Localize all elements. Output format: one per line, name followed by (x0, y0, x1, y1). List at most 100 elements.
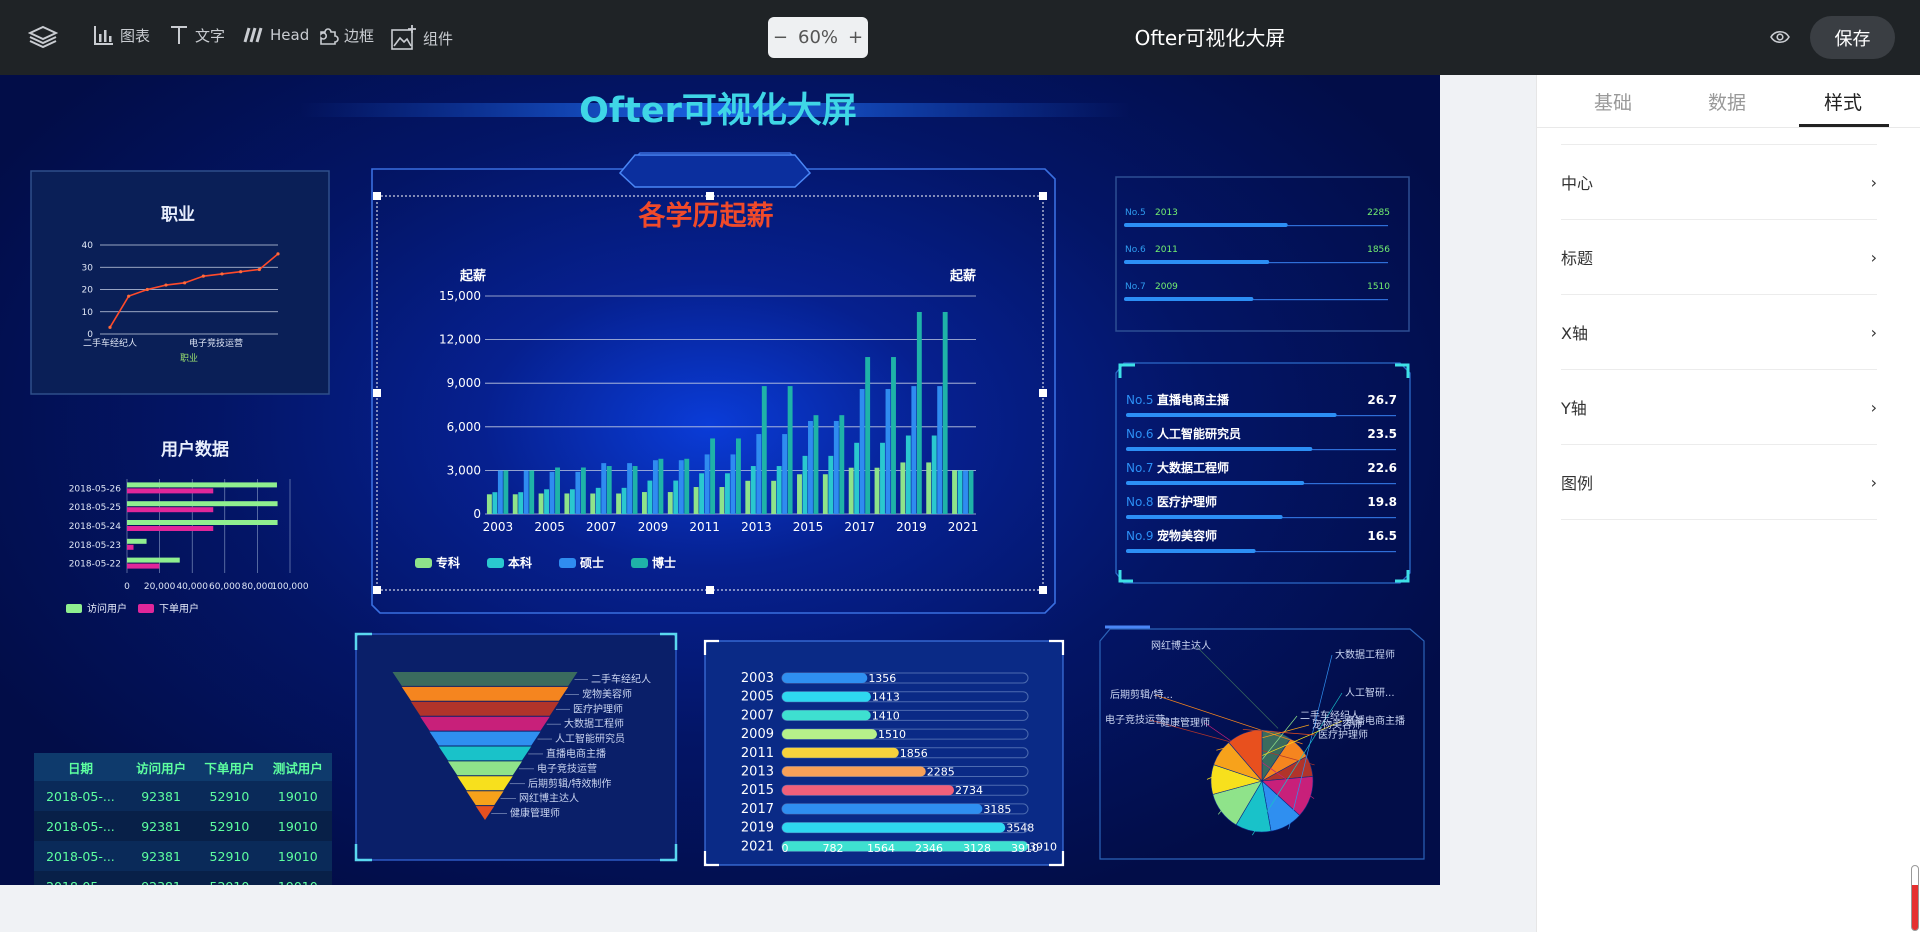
salary-hbar-chart: 2003 1356 2005 1413 2007 1410 2009 1510 2011 1856… (741, 671, 1057, 855)
bar (905, 435, 911, 514)
bar (735, 438, 741, 514)
data-label: 1856 (900, 747, 928, 760)
table-cell: 2018-05-... (34, 811, 127, 841)
x-tick-label: 1564 (867, 842, 895, 855)
data-label: 3548 (1006, 822, 1034, 835)
rank-number: No.6 (1125, 245, 1146, 255)
pie-leader-line (1154, 694, 1303, 745)
rank-track (1126, 551, 1396, 553)
x-tick-label: 0 (124, 582, 130, 592)
head-icon (243, 27, 263, 43)
rank-value: 1856 (1367, 245, 1390, 255)
y-tick-label: 9,000 (447, 376, 481, 390)
bar (813, 415, 819, 514)
data-point (276, 252, 280, 256)
data-label: 3185 (983, 803, 1011, 816)
bar (621, 487, 627, 514)
save-button[interactable]: 保存 (1810, 16, 1895, 59)
head-tool[interactable]: Head (243, 24, 309, 46)
funnel-label: 大数据工程师 (564, 717, 624, 730)
data-point (164, 283, 168, 287)
pie-label: 宠物美容师 (1312, 718, 1362, 731)
user-table-header: 日期 访问用户 下单用户 测试用户 (34, 753, 332, 781)
layers-icon[interactable] (28, 25, 63, 49)
tab-data[interactable]: 数据 (1707, 92, 1746, 114)
preview-eye-icon[interactable] (1770, 29, 1790, 49)
data-label: 1356 (868, 672, 896, 685)
text-tool-label: 文字 (195, 26, 226, 45)
rank-year: 2009 (1155, 282, 1178, 292)
rank-name: 大数据工程师 (1157, 460, 1229, 475)
data-label: 2285 (927, 766, 955, 779)
style-item-center[interactable]: 中心 › (1561, 145, 1877, 220)
funnel-segment (457, 776, 513, 791)
selection-handles[interactable] (373, 192, 1047, 594)
border-tool[interactable]: 边框 (317, 24, 374, 46)
zoom-in-button[interactable]: + (848, 27, 864, 48)
legend-swatch (559, 558, 576, 568)
y-tick-label: 0 (473, 507, 481, 521)
bar (854, 442, 860, 514)
funnel-segment (429, 731, 541, 746)
zoom-out-button[interactable]: − (772, 27, 788, 48)
x-tick-label: 60,000 (209, 582, 241, 592)
rank-value: 22.6 (1367, 461, 1397, 475)
funnel-segment (438, 746, 532, 761)
bar (859, 389, 865, 514)
funnel-label: 后期剪辑/特效制作 (528, 777, 611, 790)
table-header-cell: 下单用户 (195, 753, 264, 781)
zoom-value: 60% (798, 27, 839, 48)
table-cell: 19010 (263, 841, 332, 871)
table-cell: 52910 (195, 811, 264, 841)
tab-basic[interactable]: 基础 (1593, 92, 1632, 114)
funnel-segment (401, 686, 569, 701)
bar (885, 389, 891, 514)
tab-style[interactable]: 样式 (1823, 92, 1862, 114)
style-item-xaxis[interactable]: X轴 › (1561, 295, 1877, 370)
bar (776, 466, 782, 514)
bar (771, 480, 777, 514)
bar (745, 480, 751, 514)
component-tool[interactable]: 组件 (390, 24, 453, 52)
screen-title: Ofter可视化大屏 (579, 91, 857, 131)
bar (667, 492, 673, 514)
x-tick-label: 20,000 (144, 582, 176, 592)
style-item-legend[interactable]: 图例 › (1561, 445, 1877, 520)
scrollbar[interactable] (1911, 865, 1919, 931)
bar (782, 691, 871, 702)
table-cell: 92381 (126, 781, 196, 811)
x-axis-label: 职业 (180, 353, 198, 364)
x-tick-label: 3128 (963, 842, 991, 855)
pie-label: 医疗护理师 (1318, 728, 1368, 741)
rank-number: No.7 (1126, 461, 1154, 475)
x-tick-label: 2009 (638, 520, 669, 534)
style-item-yaxis[interactable]: Y轴 › (1561, 370, 1877, 445)
bar (931, 435, 937, 514)
text-tool[interactable]: 文字 (168, 24, 225, 46)
rank-value: 19.8 (1367, 495, 1397, 509)
legend-swatch (631, 558, 648, 568)
funnel-label: 宠物美容师 (582, 687, 632, 700)
y-tick-label: 2013 (741, 765, 774, 780)
rank-number: No.5 (1126, 393, 1154, 407)
bar (782, 841, 1028, 852)
y-tick-label: 2018-05-26 (69, 484, 122, 494)
x-tick-label: 2015 (793, 520, 824, 534)
style-item-title[interactable]: 标题 › (1561, 220, 1877, 295)
y-tick-label: 2011 (741, 746, 774, 761)
table-cell: 19010 (263, 871, 332, 885)
bar (839, 415, 845, 514)
chart-tool[interactable]: 图表 (93, 24, 150, 46)
bar (512, 494, 518, 514)
bar (802, 455, 808, 514)
active-tab-indicator (1799, 124, 1889, 127)
bar (693, 487, 699, 514)
table-cell: 52910 (195, 841, 264, 871)
bar (782, 822, 1006, 833)
x-tick-label: 2013 (741, 520, 772, 534)
bar (719, 487, 725, 514)
